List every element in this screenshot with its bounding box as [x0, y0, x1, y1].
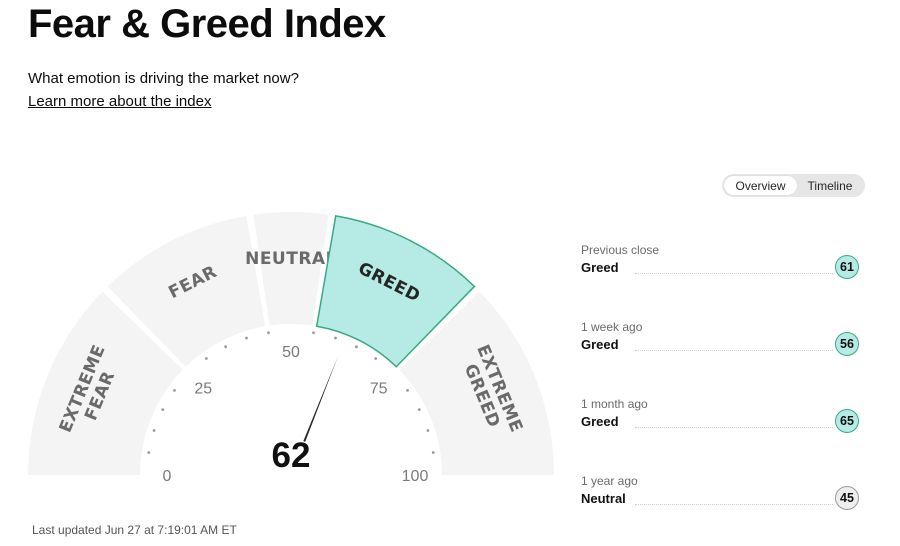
scale-tick [431, 451, 435, 454]
scale-tick [267, 331, 270, 335]
scale-label-0: 0 [163, 468, 172, 485]
neutral-segment [253, 212, 329, 326]
history-period: 1 month ago [581, 397, 648, 411]
extreme-greed-segment [399, 291, 554, 475]
scale-tick [417, 408, 421, 412]
scale-tick [334, 336, 337, 340]
last-updated: Last updated Jun 27 at 7:19:01 AM ET [32, 523, 237, 537]
scale-tick [406, 388, 409, 392]
history-row: 1 year ago Neutral 45 [581, 474, 861, 524]
scale-label-100: 100 [402, 468, 429, 485]
history-score-badge: 45 [835, 486, 859, 510]
score-value: 62 [272, 436, 311, 475]
scale-tick [152, 429, 156, 432]
history-row: 1 month ago Greed 65 [581, 397, 861, 447]
scale-label-50: 50 [282, 344, 300, 361]
scale-tick [161, 408, 165, 412]
dotted-leader [635, 273, 833, 274]
dotted-leader [635, 504, 833, 505]
history-rating: Greed [581, 414, 619, 429]
extreme-fear-segment [28, 291, 183, 475]
scale-tick [374, 357, 378, 360]
history-row: Previous close Greed 61 [581, 243, 861, 293]
history-rating: Neutral [581, 491, 626, 506]
scale-tick [426, 429, 430, 432]
fear-segment [107, 215, 266, 367]
scale-tick [245, 336, 248, 340]
scale-tick [312, 331, 315, 335]
page-title: Fear & Greed Index [28, 2, 386, 46]
history-period: 1 year ago [581, 474, 638, 488]
scale-tick [224, 345, 228, 349]
learn-more-link[interactable]: Learn more about the index [28, 93, 212, 110]
history-score-badge: 65 [835, 409, 859, 433]
scale-label-75: 75 [370, 380, 388, 397]
scale-label-25: 25 [194, 380, 212, 397]
timeline-tab[interactable]: Timeline [807, 178, 853, 193]
dotted-leader [635, 427, 833, 428]
scale-tick [354, 345, 358, 349]
history-period: Previous close [581, 243, 660, 257]
view-toggle: Overview Timeline [722, 174, 865, 197]
score-disc [236, 420, 346, 530]
history-score-badge: 56 [835, 332, 859, 356]
scale-tick [204, 357, 208, 360]
page-subtitle: What emotion is driving the market now? [28, 70, 299, 87]
history-rating: Greed [581, 260, 619, 275]
history-period: 1 week ago [581, 320, 643, 334]
greed-segment [315, 214, 476, 368]
history-rating: Greed [581, 337, 619, 352]
dotted-leader [635, 350, 833, 351]
overview-tab[interactable]: Overview [724, 176, 797, 195]
gauge-needle [303, 355, 339, 442]
neutral-label: NEUTRAL [245, 249, 337, 269]
scale-tick [173, 388, 176, 392]
history-row: 1 week ago Greed 56 [581, 320, 861, 370]
scale-tick [147, 451, 151, 454]
history-score-badge: 61 [835, 255, 859, 279]
